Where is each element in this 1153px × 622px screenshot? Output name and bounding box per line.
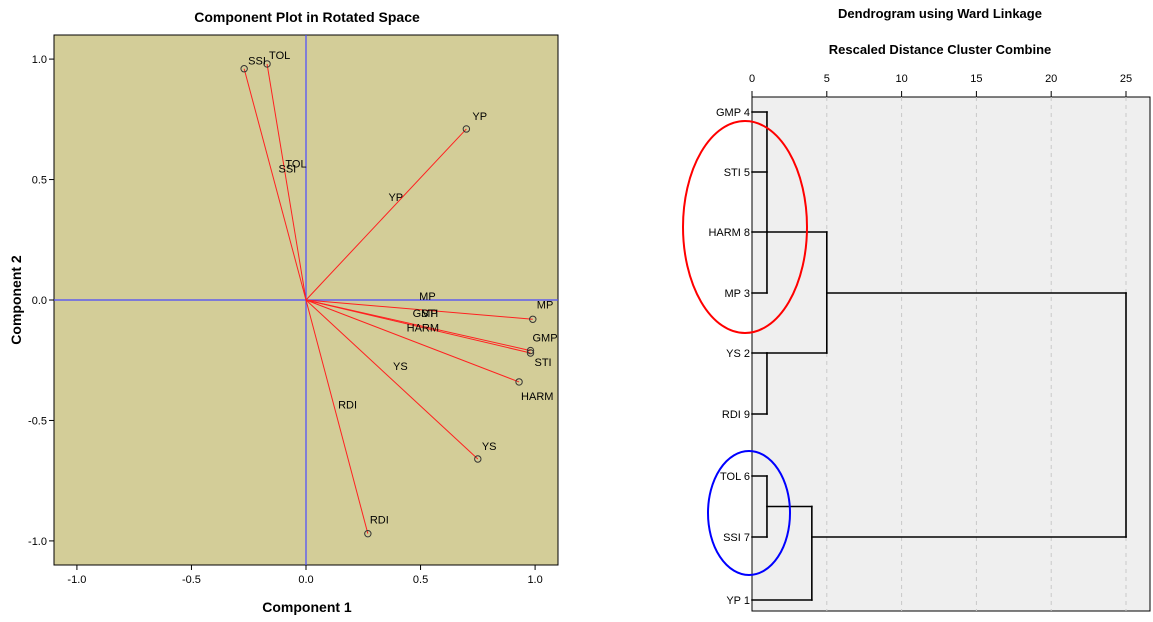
point-ssi [240, 65, 248, 73]
dendrogram-links [751, 111, 1127, 601]
dendrogram-title: Dendrogram using Ward Linkage [838, 6, 1042, 21]
y-tick-label: 0.0 [32, 295, 47, 307]
x-tick-label: -1.0 [67, 574, 86, 586]
dendrogram-distance-ticks: 0 5 10 15 20 25 [749, 73, 1132, 97]
component-plot: Component Plot in Rotated Space SSI TOLYP… [8, 9, 559, 615]
loading-vectors [243, 63, 533, 534]
end-label-mp: MP [537, 299, 554, 311]
point-gmp [526, 346, 535, 355]
distance-tick-label: 15 [970, 73, 982, 85]
vector-sti [305, 299, 531, 354]
y-axis-ticks: 1.0 0.5 0.0 -0.5 -1.0 [28, 54, 54, 548]
mid-label-ssi: SSI [279, 163, 297, 175]
leaf-label-ssi: SSI 7 [723, 532, 750, 544]
cluster-highlight-blue [707, 450, 791, 576]
mid-label-yp: YP [388, 192, 403, 204]
distance-tick-label: 10 [895, 73, 907, 85]
end-label-ssi: SSI [248, 56, 266, 68]
dendrogram: Dendrogram using Ward Linkage Rescaled D… [682, 6, 1151, 612]
leaf-label-yp: YP 1 [726, 595, 750, 607]
point-rdi [364, 529, 372, 538]
vector-rdi [305, 299, 369, 534]
end-label-sti: STI [535, 357, 552, 369]
y-tick-label: -0.5 [28, 415, 47, 427]
distance-tick-label: 5 [824, 73, 830, 85]
dendrogram-subtitle: Rescaled Distance Cluster Combine [829, 42, 1052, 57]
component-plot-title: Component Plot in Rotated Space [194, 9, 420, 25]
point-mp [529, 315, 537, 323]
y-tick-label: 0.5 [32, 175, 47, 187]
point-sti [526, 349, 535, 357]
distance-tick-label: 20 [1045, 73, 1057, 85]
leaf-label-sti: STI 5 [724, 167, 750, 179]
point-yp [462, 125, 471, 133]
x-axis-title: Component 1 [262, 599, 352, 615]
y-axis-title: Component 2 [8, 255, 24, 345]
mid-label-rdi: RDI [338, 399, 357, 411]
vector-ssi [243, 68, 307, 301]
end-label-harm: HARM [521, 391, 553, 403]
leaf-label-tol: TOL 6 [720, 471, 750, 483]
end-label-tol: TOL [269, 50, 290, 62]
y-tick-label: -1.0 [28, 536, 47, 548]
point-harm [515, 378, 523, 386]
x-tick-label: 0.0 [298, 574, 313, 586]
dendrogram-area [751, 96, 1151, 612]
vector-tol [266, 63, 307, 301]
x-tick-label: 0.5 [413, 574, 428, 586]
vector-mp [305, 299, 533, 320]
x-tick-label: 1.0 [527, 574, 542, 586]
end-label-yp: YP [472, 111, 487, 123]
end-label-ys: YS [482, 441, 497, 453]
mid-label-mp: MP [419, 291, 436, 303]
x-tick-label: -0.5 [182, 574, 201, 586]
distance-tick-label: 25 [1120, 73, 1132, 85]
vector-ys [305, 299, 479, 460]
point-tol [263, 60, 271, 68]
mid-label-sti: STI [421, 308, 438, 320]
y-tick-label: 1.0 [32, 54, 47, 66]
leaf-label-harm: HARM 8 [708, 227, 750, 239]
leaf-label-ys: YS 2 [726, 348, 750, 360]
end-label-rdi: RDI [370, 515, 389, 527]
leaf-label-mp: MP 3 [725, 288, 750, 300]
mid-label-tol: TOL [285, 159, 306, 171]
vector-yp [305, 128, 467, 301]
end-label-gmp: GMP [533, 333, 558, 345]
leaf-label-rdi: RDI 9 [722, 409, 750, 421]
mid-label-gmp: GMP [413, 308, 438, 320]
vector-harm [305, 299, 520, 383]
loading-markers [240, 60, 537, 538]
point-ys [474, 455, 482, 463]
x-axis-ticks: -1.0 -0.5 0.0 0.5 1.0 [67, 565, 543, 586]
leaf-label-gmp: GMP 4 [716, 107, 750, 119]
mid-label-harm: HARM [407, 322, 439, 334]
cluster-highlight-red [682, 120, 808, 334]
distance-tick-label: 0 [749, 73, 755, 85]
mid-label-ys: YS [393, 361, 408, 373]
dendrogram-leaf-labels: GMP 4 STI 5 HARM 8 MP 3 YS 2 RDI 9 TOL 6 SSI 7 Y… [708, 107, 750, 607]
